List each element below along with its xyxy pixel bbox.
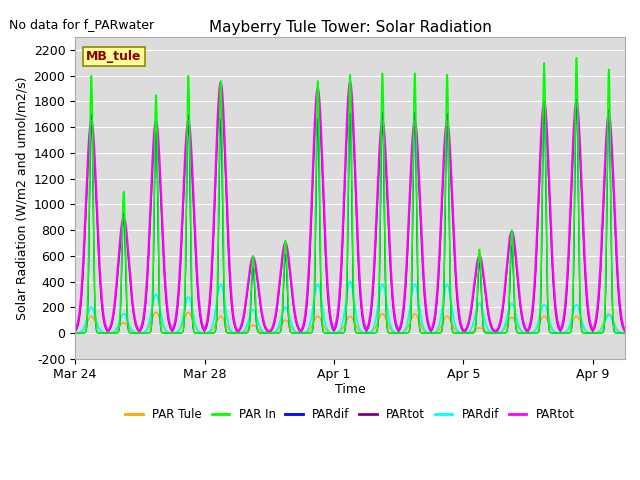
X-axis label: Time: Time <box>335 383 365 396</box>
PARdif <box>621 330 629 336</box>
PAR Tule <box>122 321 129 326</box>
PAR Tule <box>464 330 472 336</box>
PAR In <box>621 330 629 336</box>
Line: PARtot: PARtot <box>75 82 625 333</box>
PAR In <box>573 55 580 60</box>
Legend: PAR Tule, PAR In, PARdif, PARtot, PARdif, PARtot: PAR Tule, PAR In, PARdif, PARtot, PARdif… <box>120 403 580 426</box>
PARtot <box>122 219 129 225</box>
PAR Tule <box>71 330 79 336</box>
Line: PAR In: PAR In <box>75 58 625 333</box>
PARtot <box>217 79 225 85</box>
Text: No data for f_PARwater: No data for f_PARwater <box>9 18 154 31</box>
PARtot <box>122 225 129 231</box>
PARtot <box>409 128 417 134</box>
PARtot <box>621 330 629 336</box>
Line: PAR Tule: PAR Tule <box>75 312 625 333</box>
PARdif <box>573 96 580 102</box>
PAR Tule <box>186 311 194 316</box>
PAR In <box>159 330 166 336</box>
PARtot <box>409 139 417 145</box>
PARtot <box>403 248 411 253</box>
PARdif <box>186 296 193 302</box>
PAR Tule <box>159 324 167 329</box>
PARdif <box>409 285 417 291</box>
PAR Tule <box>403 325 411 331</box>
PARdif <box>621 330 629 336</box>
PARdif <box>186 171 193 177</box>
PARtot <box>71 327 79 333</box>
PARdif <box>403 321 411 326</box>
PARtot <box>159 230 166 236</box>
PAR In <box>403 330 411 336</box>
PARdif <box>409 206 417 212</box>
PARdif <box>403 330 411 336</box>
PARtot <box>403 261 411 267</box>
Y-axis label: Solar Radiation (W/m2 and umol/m2/s): Solar Radiation (W/m2 and umol/m2/s) <box>15 76 28 320</box>
PAR In <box>122 235 129 240</box>
PARdif <box>122 252 129 257</box>
PARtot <box>186 124 193 130</box>
PARtot <box>71 329 79 335</box>
PARtot <box>159 244 166 250</box>
PARtot <box>186 135 193 141</box>
PARtot <box>464 324 472 329</box>
PAR In <box>464 330 472 336</box>
PARdif <box>71 330 79 336</box>
Line: PARtot: PARtot <box>75 95 625 333</box>
Text: MB_tule: MB_tule <box>86 50 141 63</box>
Title: Mayberry Tule Tower: Solar Radiation: Mayberry Tule Tower: Solar Radiation <box>209 20 492 35</box>
PARtot <box>464 321 472 327</box>
PARdif <box>159 330 166 336</box>
PAR Tule <box>621 330 629 336</box>
PAR In <box>71 330 79 336</box>
PAR In <box>409 178 417 184</box>
PARdif <box>464 329 472 335</box>
PARtot <box>217 92 225 97</box>
PAR Tule <box>409 312 417 318</box>
PARdif <box>122 312 129 318</box>
PARdif <box>464 330 472 336</box>
PAR Tule <box>152 310 160 315</box>
PARdif <box>346 279 354 285</box>
PARtot <box>621 330 629 336</box>
PARdif <box>159 320 166 325</box>
PARdif <box>71 330 79 336</box>
Line: PARdif: PARdif <box>75 282 625 333</box>
Line: PARdif: PARdif <box>75 99 625 333</box>
PAR In <box>186 139 193 145</box>
